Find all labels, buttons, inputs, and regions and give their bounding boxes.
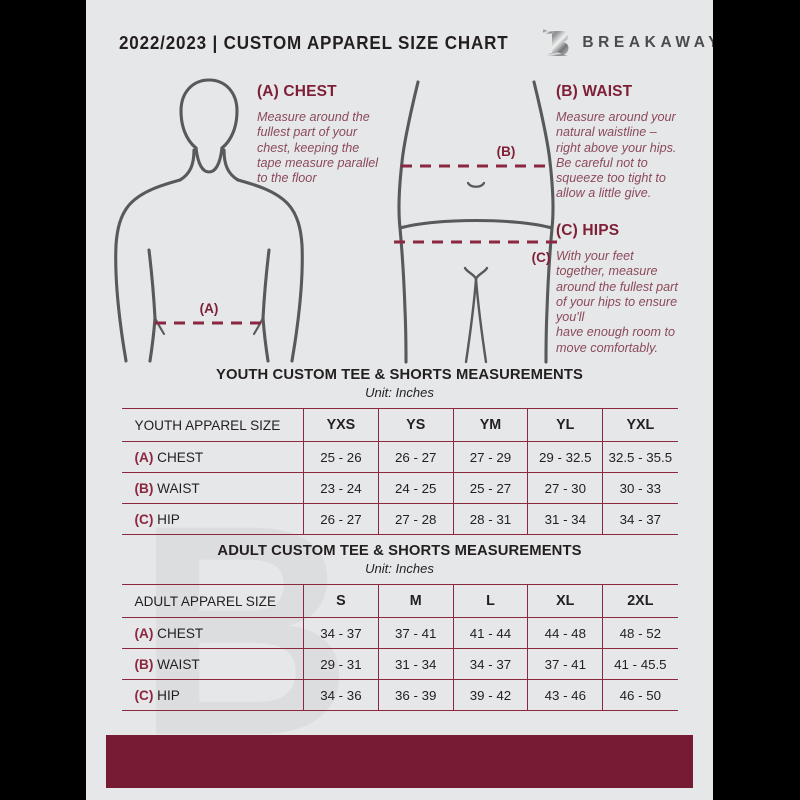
table-cell: 29 - 32.5 (527, 441, 604, 473)
table-cell: 28 - 31 (452, 503, 529, 535)
adult-size-table-block: ADULT CUSTOM TEE & SHORTS MEASUREMENTS U… (86, 543, 713, 711)
table-row: (B) WAIST 23 - 24 24 - 25 25 - 27 27 - 3… (121, 472, 678, 504)
table-row: (C) HIP 34 - 36 36 - 39 39 - 42 43 - 46 … (121, 679, 678, 711)
table-cell: 41 - 44 (452, 617, 529, 649)
breakaway-b-logo-icon (543, 29, 569, 56)
table-cell: 31 - 34 (527, 503, 604, 535)
column-header: L (452, 584, 529, 618)
row-label-cell: (B) WAIST (121, 472, 304, 504)
adult-table-subtitle: Unit: Inches (365, 561, 434, 576)
table-cell: 34 - 36 (303, 679, 379, 711)
brand-name: BREAKAWAY (582, 34, 713, 51)
table-cell: 44 - 48 (527, 617, 604, 649)
brand-lockup: BREAKAWAY (542, 28, 713, 58)
table-header-row: ADULT APPAREL SIZE S M L XL 2XL (121, 584, 678, 618)
column-header: YS (377, 408, 454, 442)
table-cell: 36 - 39 (377, 679, 454, 711)
youth-size-table-block: YOUTH CUSTOM TEE & SHORTS MEASUREMENTS U… (86, 367, 713, 535)
table-row: (A) CHEST 25 - 26 26 - 27 27 - 29 29 - 3… (121, 441, 678, 473)
row-ref: (A) (134, 625, 154, 641)
table-cell: 25 - 26 (303, 441, 379, 473)
table-cell: 25 - 27 (452, 472, 529, 504)
table-row: (B) WAIST 29 - 31 31 - 34 34 - 37 37 - 4… (121, 648, 678, 680)
column-header: YM (452, 408, 529, 442)
youth-table-subtitle: Unit: Inches (365, 385, 434, 400)
callout-waist-title: (B) WAIST (556, 83, 633, 100)
table-cell: 43 - 46 (527, 679, 604, 711)
table-cell: 34 - 37 (452, 648, 529, 680)
column-header: YXL (602, 408, 678, 442)
page-header: 2022/2023 | CUSTOM APPAREL SIZE CHART (86, 26, 713, 60)
row-label: WAIST (157, 480, 200, 496)
table-cell: 23 - 24 (303, 472, 379, 504)
row-label-cell: (A) CHEST (121, 441, 304, 473)
table-cell: 32.5 - 35.5 (602, 441, 678, 473)
callout-hips: (C) HIPS With your feet together, measur… (556, 222, 706, 356)
table-row: (C) HIP 26 - 27 27 - 28 28 - 31 31 - 34 … (121, 503, 678, 535)
waist-marker-label: (B) (497, 144, 516, 159)
table-cell: 27 - 30 (527, 472, 604, 504)
callout-chest: (A) CHEST Measure around the fullest par… (257, 83, 407, 186)
callout-waist-body: Measure around your natural waistline – … (556, 110, 677, 201)
table-cell: 41 - 45.5 (602, 648, 678, 680)
callout-chest-title: (A) CHEST (257, 83, 337, 100)
table-cell: 27 - 28 (377, 503, 454, 535)
table-cell: 48 - 52 (602, 617, 678, 649)
youth-size-table: YOUTH APPAREL SIZE YXS YS YM YL YXL (A) … (121, 408, 678, 535)
footer-accent-bar (106, 735, 693, 788)
column-header: YL (527, 408, 604, 442)
callout-hips-body: With your feet together, measure around … (556, 249, 678, 355)
callout-waist: (B) WAIST Measure around your natural wa… (556, 83, 701, 202)
table-cell: 26 - 27 (377, 441, 454, 473)
column-header: S (303, 584, 379, 618)
page-title: 2022/2023 | CUSTOM APPAREL SIZE CHART (119, 32, 509, 53)
adult-table-title: ADULT CUSTOM TEE & SHORTS MEASUREMENTS (217, 543, 582, 559)
row-ref: (C) (134, 687, 154, 703)
size-chart-page: B 2022/2023 | CUSTOM APPAREL SIZE CHART (86, 0, 713, 800)
table-cell: 37 - 41 (527, 648, 604, 680)
row-label: CHEST (157, 449, 204, 465)
row-label: HIP (157, 511, 180, 527)
hips-marker-label: (C) (532, 250, 551, 265)
row-ref: (B) (134, 480, 154, 496)
adult-size-table: ADULT APPAREL SIZE S M L XL 2XL (A) CHES… (121, 584, 678, 711)
table-cell: 34 - 37 (602, 503, 678, 535)
table-cell: 31 - 34 (377, 648, 454, 680)
table-cell: 37 - 41 (377, 617, 454, 649)
column-header: XL (527, 584, 604, 618)
chest-marker-label: (A) (200, 301, 219, 316)
table-cell: 30 - 33 (602, 472, 678, 504)
table-header-row: YOUTH APPAREL SIZE YXS YS YM YL YXL (121, 408, 678, 442)
column-header: M (377, 584, 454, 618)
column-header: YXS (303, 408, 379, 442)
measurement-illustrations: (A) (86, 70, 713, 365)
row-label: CHEST (157, 625, 204, 641)
table-cell: 24 - 25 (377, 472, 454, 504)
row-label-cell: (B) WAIST (121, 648, 304, 680)
row-label: HIP (157, 687, 180, 703)
row-label: WAIST (157, 656, 200, 672)
lower-body-figure: (B) (C) (394, 80, 558, 364)
youth-table-title: YOUTH CUSTOM TEE & SHORTS MEASUREMENTS (216, 367, 583, 383)
row-label-cell: (C) HIP (121, 503, 304, 535)
table-cell: 46 - 50 (602, 679, 678, 711)
youth-row-header-label: YOUTH APPAREL SIZE (121, 408, 304, 442)
row-label-cell: (A) CHEST (121, 617, 304, 649)
row-label-cell: (C) HIP (121, 679, 304, 711)
callout-chest-body: Measure around the fullest part of your … (257, 110, 379, 186)
adult-row-header-label: ADULT APPAREL SIZE (121, 584, 304, 618)
table-cell: 27 - 29 (452, 441, 529, 473)
row-ref: (B) (134, 656, 154, 672)
front-torso-figure: (A) (114, 78, 304, 363)
column-header: 2XL (602, 584, 678, 618)
table-cell: 29 - 31 (303, 648, 379, 680)
row-ref: (A) (134, 449, 154, 465)
table-row: (A) CHEST 34 - 37 37 - 41 41 - 44 44 - 4… (121, 617, 678, 649)
table-cell: 39 - 42 (452, 679, 529, 711)
table-cell: 34 - 37 (303, 617, 379, 649)
table-cell: 26 - 27 (303, 503, 379, 535)
row-ref: (C) (134, 511, 154, 527)
callout-hips-title: (C) HIPS (556, 222, 620, 239)
